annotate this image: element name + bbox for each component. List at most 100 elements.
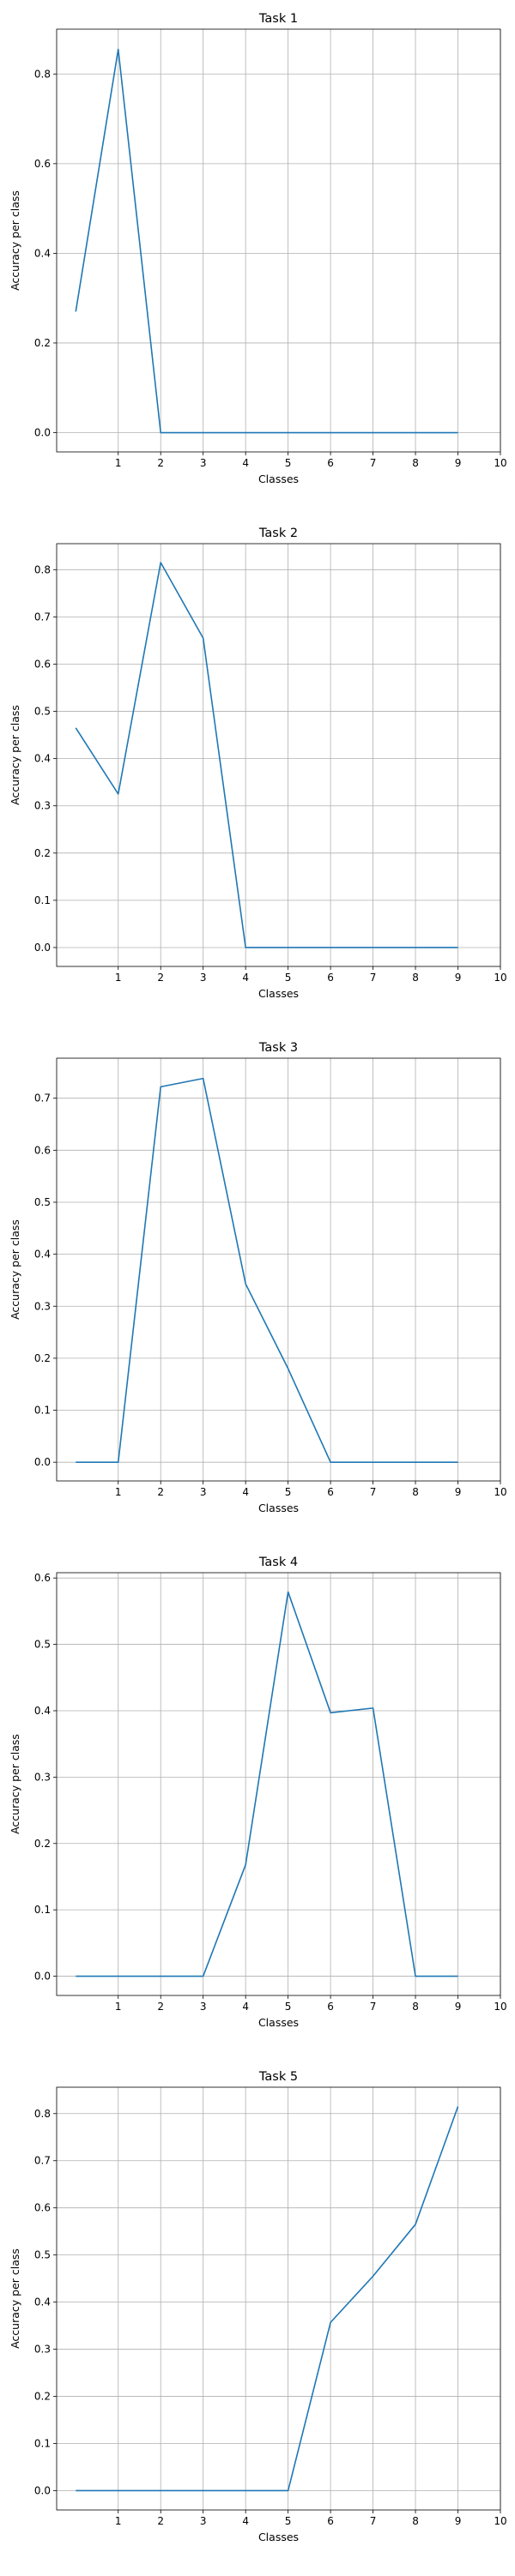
x-axis-label: Classes [258,2531,299,2543]
x-tick-label: 6 [327,2515,334,2527]
axes-frame [57,2087,500,2510]
x-tick-label: 2 [157,2001,164,2013]
x-tick-label: 1 [115,2515,122,2527]
y-tick-label: 0.2 [34,1352,51,1364]
axes-frame [57,1573,500,1995]
axes-frame [57,544,500,966]
x-tick-label: 10 [494,972,506,984]
y-tick-label: 0.4 [34,1705,51,1717]
x-axis-label: Classes [258,1502,299,1514]
y-tick-label: 0.0 [34,2484,51,2496]
x-tick-label: 7 [370,972,377,984]
y-tick-label: 0.2 [34,2391,51,2403]
x-axis-label: Classes [258,472,299,485]
series-line [76,2107,457,2491]
y-tick-label: 0.4 [34,753,51,765]
chart-title: Task 5 [258,2070,298,2084]
x-tick-label: 6 [327,2001,334,2013]
y-tick-label: 0.5 [34,1639,51,1651]
x-tick-label: 9 [455,2515,462,2527]
y-axis-label: Accuracy per class [9,705,21,805]
series-line [76,50,457,433]
chart-title: Task 2 [258,527,298,540]
y-tick-label: 0.7 [34,611,51,623]
x-tick-label: 9 [455,1486,462,1498]
x-tick-label: 7 [370,2515,377,2527]
x-tick-label: 10 [494,2515,506,2527]
x-tick-label: 4 [242,1486,249,1498]
y-tick-label: 0.6 [34,1144,51,1156]
y-tick-label: 0.6 [34,658,51,670]
x-tick-label: 8 [412,2001,419,2013]
y-tick-label: 0.5 [34,2249,51,2261]
y-tick-label: 0.5 [34,1196,51,1208]
y-tick-label: 0.8 [34,563,51,575]
y-tick-label: 0.0 [34,942,51,954]
x-tick-label: 2 [157,1486,164,1498]
x-tick-label: 9 [455,457,462,469]
x-tick-label: 4 [242,2515,249,2527]
y-tick-label: 0.8 [34,2108,51,2120]
y-tick-label: 0.2 [34,847,51,859]
x-tick-label: 3 [200,2515,207,2527]
x-tick-label: 8 [412,972,419,984]
x-tick-label: 3 [200,2001,207,2013]
y-tick-label: 0.1 [34,1904,51,1916]
y-axis-label: Accuracy per class [9,1219,21,1320]
x-tick-label: 5 [285,972,292,984]
x-tick-label: 6 [327,1486,334,1498]
series-line [76,563,457,948]
y-tick-label: 0.3 [34,1300,51,1312]
x-tick-label: 10 [494,2001,506,2013]
y-tick-label: 0.1 [34,894,51,906]
x-tick-label: 5 [285,2515,292,2527]
x-tick-label: 6 [327,972,334,984]
series-line [76,1079,457,1463]
y-tick-label: 0.0 [34,1456,51,1468]
y-tick-label: 0.1 [34,2438,51,2450]
y-tick-label: 0.6 [34,158,51,170]
y-tick-label: 0.4 [34,1249,51,1261]
x-tick-label: 9 [455,972,462,984]
y-tick-label: 0.0 [34,1971,51,1983]
x-tick-label: 1 [115,457,122,469]
y-axis-label: Accuracy per class [9,2248,21,2349]
y-tick-label: 0.7 [34,2155,51,2167]
y-tick-label: 0.3 [34,800,51,812]
y-tick-label: 0.3 [34,1771,51,1783]
x-tick-label: 6 [327,457,334,469]
y-tick-label: 0.6 [34,2202,51,2214]
x-tick-label: 8 [412,457,419,469]
x-tick-label: 2 [157,2515,164,2527]
x-tick-label: 10 [494,457,506,469]
x-tick-label: 9 [455,2001,462,2013]
x-axis-label: Classes [258,987,299,1000]
x-tick-label: 7 [370,2001,377,2013]
y-tick-label: 0.2 [34,337,51,349]
y-tick-label: 0.4 [34,2296,51,2308]
x-tick-label: 10 [494,1486,506,1498]
y-tick-label: 0.4 [34,247,51,259]
x-tick-label: 1 [115,972,122,984]
x-tick-label: 3 [200,1486,207,1498]
x-tick-label: 5 [285,457,292,469]
x-axis-label: Classes [258,2016,299,2029]
x-tick-label: 4 [242,457,249,469]
x-tick-label: 7 [370,457,377,469]
x-tick-label: 1 [115,2001,122,2013]
chart-title: Task 4 [258,1556,298,1569]
y-tick-label: 0.0 [34,427,51,439]
series-line [76,1592,457,1976]
y-tick-label: 0.5 [34,706,51,718]
y-tick-label: 0.3 [34,2344,51,2356]
x-tick-label: 7 [370,1486,377,1498]
x-tick-label: 4 [242,2001,249,2013]
